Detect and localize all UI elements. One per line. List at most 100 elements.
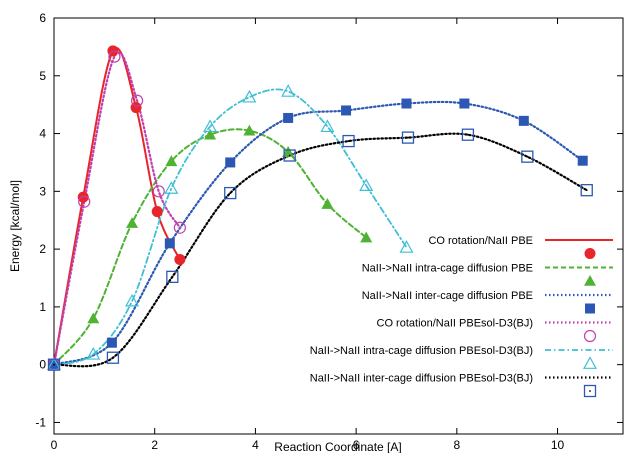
data-point — [151, 206, 163, 218]
data-point — [224, 186, 237, 200]
data-point — [518, 115, 529, 126]
y-tick-label: 6 — [39, 11, 46, 25]
data-point — [341, 105, 352, 116]
y-tick-label: 0 — [39, 358, 46, 372]
data-point — [203, 119, 218, 133]
data-point — [320, 119, 335, 133]
legend-marker-symbol — [584, 275, 596, 286]
series-line-2 — [53, 128, 368, 366]
series-markers-5 — [46, 84, 414, 371]
legend-marker-symbol-dot — [589, 390, 591, 392]
data-point-dot — [171, 275, 174, 278]
data-point — [577, 155, 588, 166]
legend-marker-5 — [582, 356, 598, 369]
series-markers-4 — [47, 50, 186, 371]
y-tick-label: 2 — [39, 242, 46, 256]
series-line-1 — [53, 47, 181, 366]
data-point — [281, 84, 296, 97]
data-point — [399, 240, 414, 253]
data-point-dot — [288, 154, 291, 157]
y-tick-label: -1 — [35, 415, 46, 429]
legend-label-6: NaII->NaII inter-cage diffusion PBEsol-D… — [310, 373, 533, 385]
legend-marker-symbol — [583, 329, 597, 343]
y-tick-label: 4 — [39, 127, 46, 141]
data-point — [359, 178, 374, 191]
data-point-dot — [526, 155, 529, 158]
data-point-dot — [585, 189, 588, 192]
x-axis-label: Reaction Coordinate [A] — [274, 440, 401, 453]
series-line-5 — [53, 88, 408, 366]
data-point — [243, 124, 256, 136]
data-point — [401, 98, 412, 109]
legend-marker-2 — [584, 275, 596, 286]
data-point — [47, 358, 61, 371]
data-point — [173, 221, 186, 234]
data-point — [282, 146, 295, 157]
series-line-6 — [52, 132, 588, 368]
data-point — [459, 98, 470, 109]
data-point — [164, 181, 179, 194]
data-point — [78, 195, 91, 208]
data-point — [283, 149, 296, 162]
data-point — [360, 231, 373, 243]
data-point — [461, 128, 475, 141]
axes: 0 2 4 6 8 10 -1 0 1 2 3 4 5 6 — [35, 11, 623, 452]
data-point — [46, 357, 62, 371]
x-tick-label: 6 — [353, 438, 360, 452]
legend-marker-1 — [584, 248, 596, 259]
data-point — [174, 254, 186, 266]
data-point — [164, 238, 175, 249]
y-tick-label: 3 — [39, 184, 46, 198]
data-point-dot — [347, 140, 350, 142]
x-tick-label: 2 — [151, 438, 158, 452]
legend-marker-symbol — [582, 356, 598, 369]
legend-label-4: CO rotation/NaII PBEsol-D3(BJ) — [377, 318, 534, 330]
data-point — [521, 150, 534, 163]
plot-frame — [53, 17, 624, 435]
series-markers-6 — [47, 128, 593, 371]
data-point-dot — [229, 192, 232, 194]
legend-marker-3 — [585, 303, 595, 314]
data-point-dot — [407, 136, 409, 139]
data-point — [77, 191, 89, 203]
y-tick-label: 1 — [39, 300, 46, 314]
legend-marker-symbol — [583, 384, 597, 398]
series-markers-1 — [48, 45, 186, 371]
data-point — [242, 89, 257, 103]
data-point — [106, 351, 120, 364]
legend-marker-symbol — [585, 303, 595, 314]
data-point — [125, 293, 140, 307]
legend-label-2: NaII->NaII intra-cage diffusion PBE — [362, 263, 533, 275]
data-point — [108, 50, 121, 63]
y-tick-label: 5 — [39, 69, 46, 83]
x-tick-label: 8 — [453, 438, 460, 452]
data-point — [204, 128, 217, 140]
data-point — [106, 337, 117, 348]
data-point — [165, 155, 178, 167]
x-tick-label: 4 — [252, 438, 259, 452]
series-markers-2 — [48, 124, 373, 370]
x-tick-label: 0 — [51, 438, 58, 452]
y-axis-label: Energy [kcal/mol] — [8, 180, 22, 272]
data-point — [321, 198, 334, 209]
data-point — [225, 157, 236, 168]
legend-label-1: CO rotation/NaII PBE — [428, 235, 533, 247]
legend-label-5: NaII->NaII intra-cage diffusion PBEsol-D… — [310, 345, 533, 357]
data-point — [166, 270, 179, 283]
data-point — [580, 184, 593, 197]
data-point-dot — [112, 356, 114, 359]
legend-marker-6 — [583, 384, 597, 398]
data-point — [283, 112, 294, 123]
legend-marker-symbol — [584, 248, 596, 259]
legend: CO rotation/NaII PBE NaII->NaII intra-cag… — [310, 235, 613, 398]
data-point — [342, 134, 355, 148]
data-point-dot — [467, 133, 469, 136]
data-point — [86, 347, 101, 360]
data-point — [126, 217, 139, 228]
data-point — [130, 94, 144, 107]
data-point-dot — [53, 363, 55, 366]
x-tick-label: 10 — [551, 438, 565, 452]
data-point — [152, 185, 165, 198]
legend-label-3: NaII->NaII inter-cage diffusion PBE — [362, 290, 533, 302]
